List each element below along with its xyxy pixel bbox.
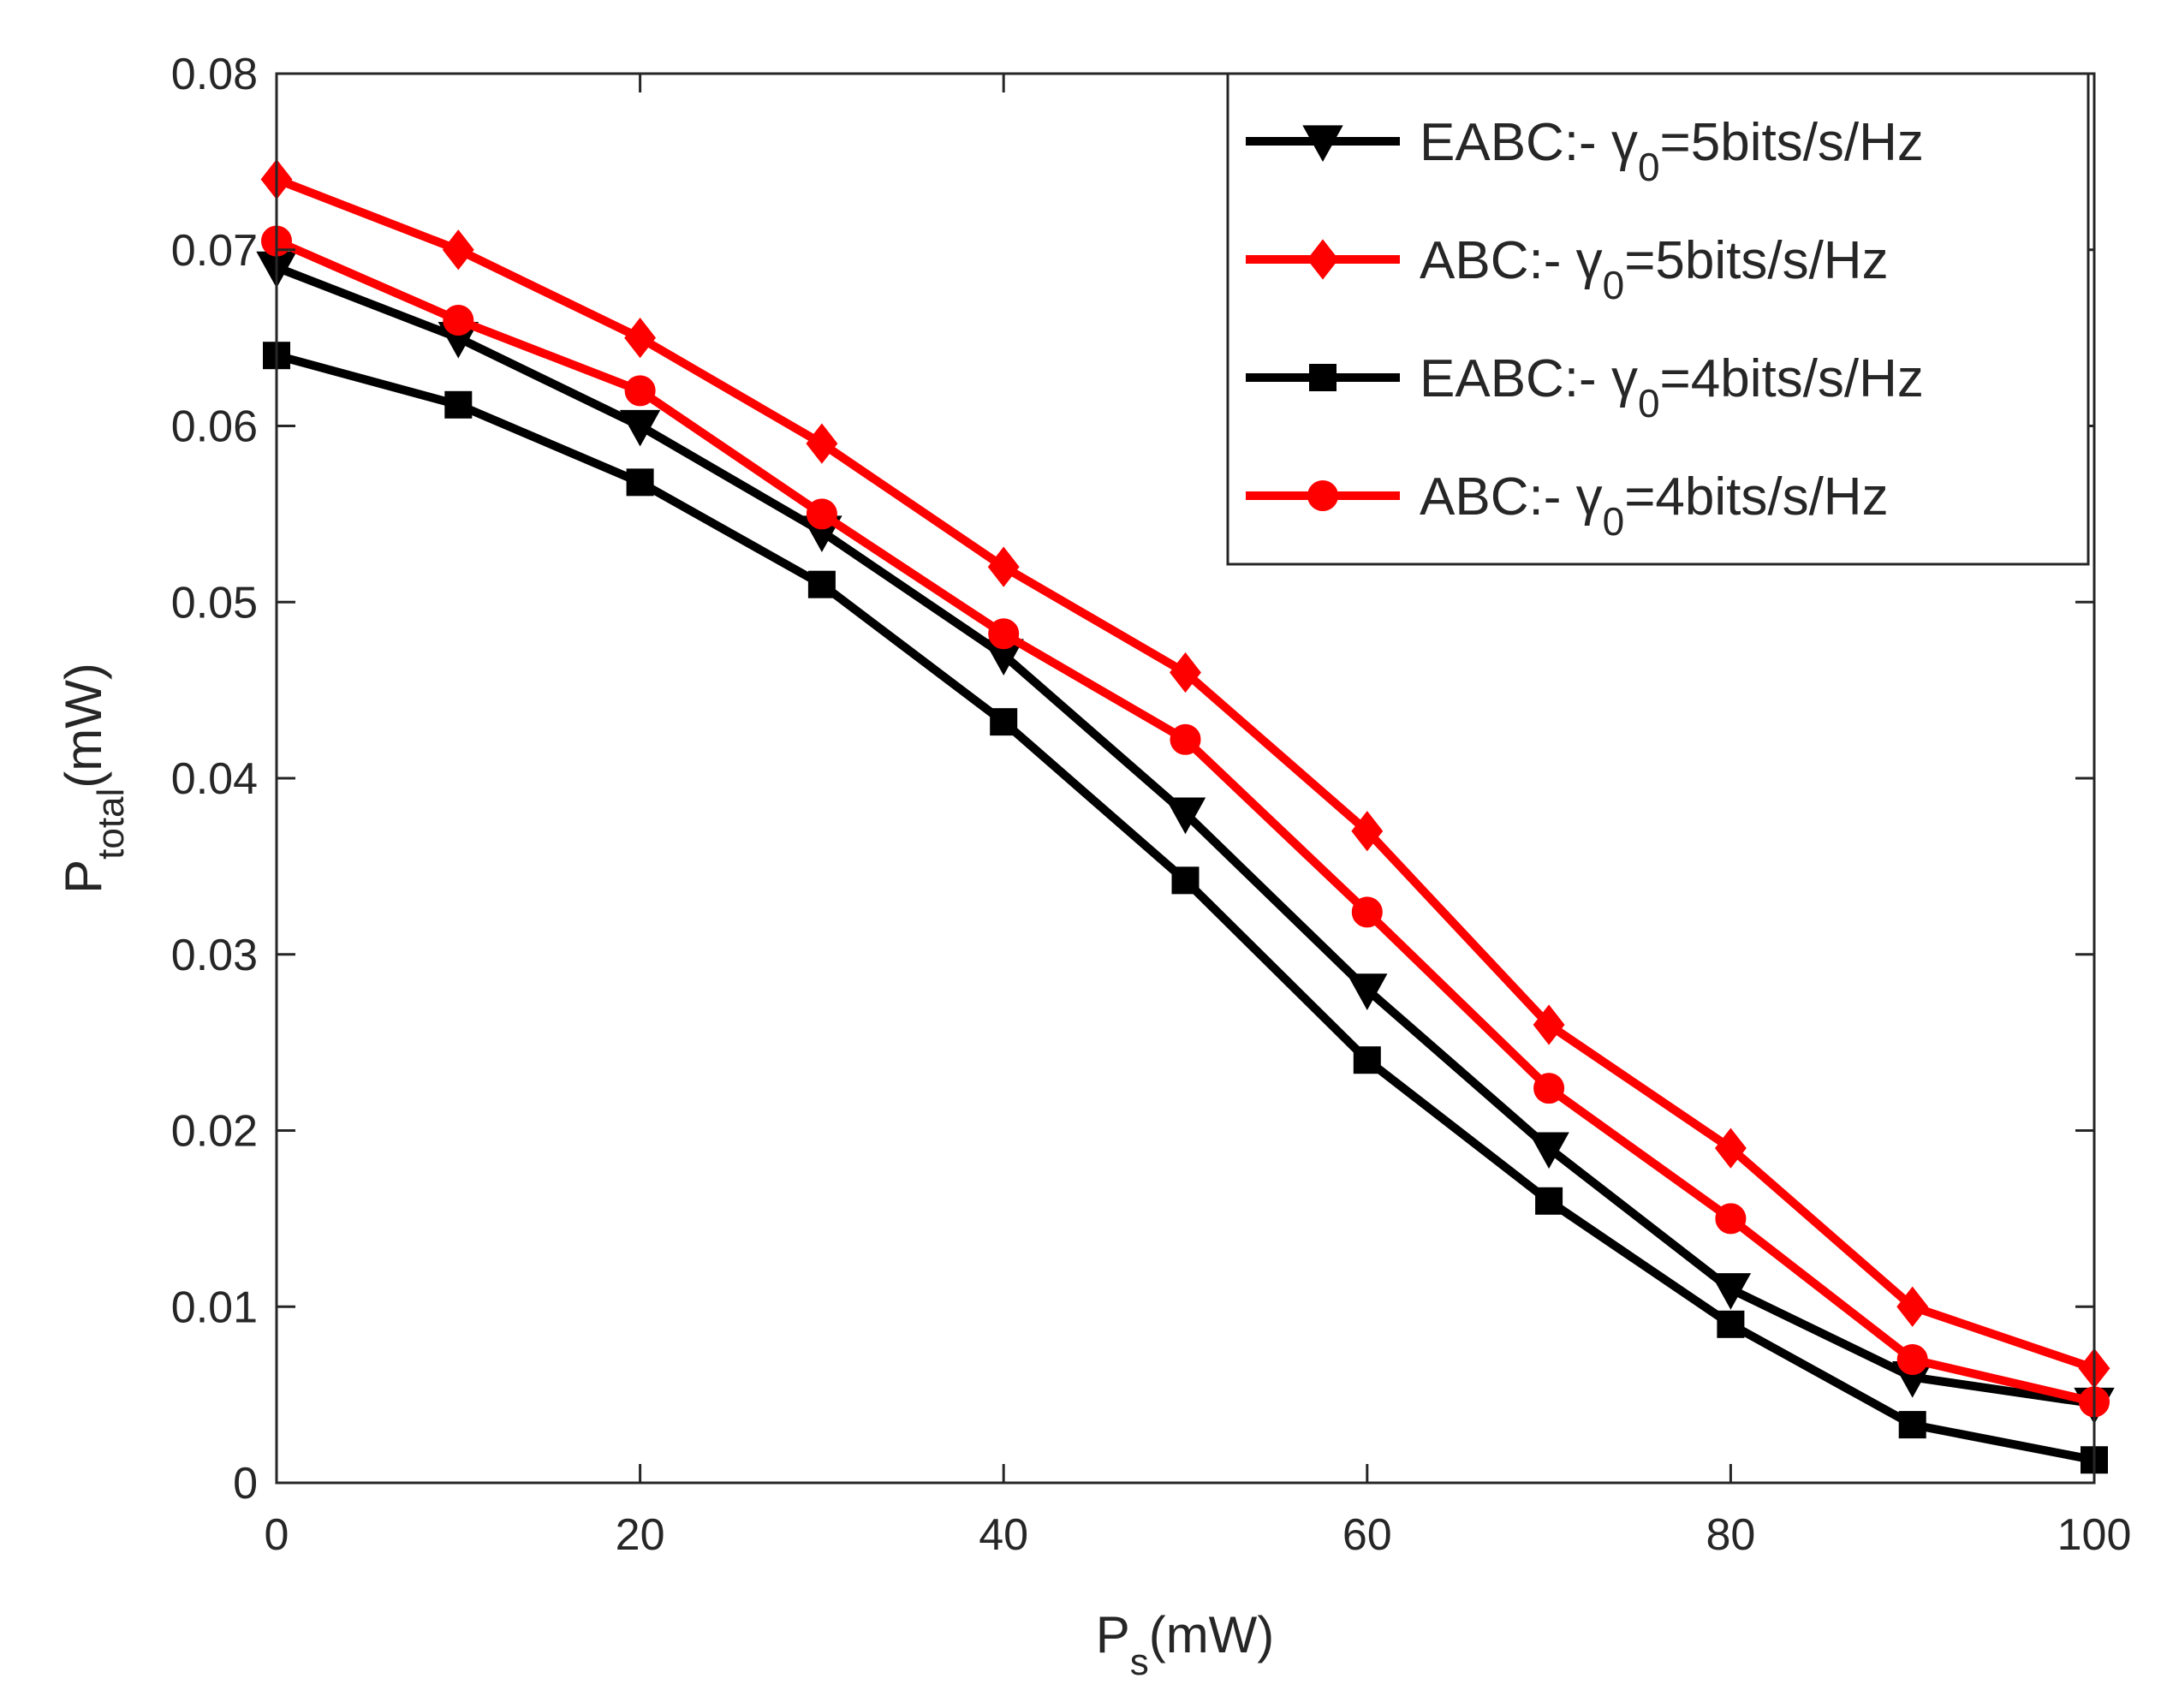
legend-label: ABC:- γ0=4bits/s/Hz: [1420, 467, 1889, 544]
data-point: [806, 498, 837, 530]
data-point: [1164, 797, 1206, 835]
data-point: [1535, 1187, 1563, 1215]
x-axis-title-unit: (mW): [1149, 1606, 1275, 1663]
legend-label-prefix: EABC:-: [1420, 113, 1611, 172]
data-point: [1347, 973, 1388, 1010]
x-tick-label: 20: [616, 1510, 665, 1560]
legend-entry-2: ABC:- γ0=5bits/s/Hz: [1246, 231, 1889, 307]
data-point: [1714, 1128, 1747, 1169]
legend-label-subscript: 0: [1603, 263, 1625, 307]
legend-label-symbol: γ: [1576, 231, 1603, 290]
data-point: [1715, 1203, 1747, 1235]
data-point: [1710, 1273, 1752, 1310]
data-point: [443, 305, 474, 336]
data-point: [1170, 723, 1201, 755]
y-tick-label: 0.04: [171, 754, 258, 804]
y-axis-title: Ptotal(mW): [55, 663, 132, 894]
legend-marker: [1307, 239, 1339, 280]
data-point: [1170, 652, 1201, 693]
legend-marker: [1307, 480, 1338, 511]
data-point: [444, 390, 473, 419]
x-tick-label: 80: [1706, 1510, 1755, 1560]
y-tick-label: 0.03: [171, 931, 258, 980]
data-point: [807, 570, 836, 598]
data-point: [624, 317, 657, 359]
x-tick-label: 60: [1342, 1510, 1392, 1560]
data-point: [626, 468, 654, 497]
legend-label-prefix: ABC:-: [1420, 467, 1576, 527]
legend-label-suffix: =4bits/s/Hz: [1660, 349, 1924, 408]
legend-label: EABC:- γ0=5bits/s/Hz: [1420, 113, 1924, 189]
legend-label-prefix: ABC:-: [1420, 231, 1576, 290]
legend-label-symbol: γ: [1611, 349, 1638, 408]
legend-marker: [1309, 364, 1337, 391]
x-axis-title-main: P: [1096, 1606, 1130, 1663]
legend-marker: [1302, 125, 1343, 163]
data-point: [987, 546, 1020, 587]
legend-label-suffix: =5bits/s/Hz: [1624, 231, 1888, 290]
legend-label-suffix: =4bits/s/Hz: [1624, 467, 1888, 527]
data-point: [1896, 1343, 1928, 1375]
x-tick-label: 100: [2057, 1510, 2132, 1560]
series-layer: [256, 158, 2115, 1474]
data-point: [1528, 1132, 1569, 1169]
y-axis-title-sub: total: [90, 789, 132, 860]
legend-entry-1: EABC:- γ0=5bits/s/Hz: [1246, 113, 1924, 189]
data-point: [1171, 866, 1200, 895]
legend-label-prefix: EABC:-: [1420, 349, 1611, 408]
y-tick-label: 0: [233, 1459, 258, 1509]
data-point: [806, 423, 838, 464]
data-point: [1533, 1073, 1565, 1104]
legend-entry-4: ABC:- γ0=4bits/s/Hz: [1246, 467, 1889, 544]
legend-label-symbol: γ: [1576, 467, 1603, 527]
series-3: [263, 342, 2108, 1474]
data-point: [1351, 811, 1384, 852]
legend-label-subscript: 0: [1638, 381, 1660, 426]
data-point: [1351, 896, 1383, 928]
x-tick-label: 40: [979, 1510, 1028, 1560]
data-point: [1533, 1004, 1565, 1045]
data-point: [1898, 1411, 1926, 1439]
y-axis-title-main: P: [55, 860, 112, 894]
data-point: [442, 229, 474, 271]
data-point: [1717, 1310, 1745, 1338]
legend-label-subscript: 0: [1603, 499, 1625, 544]
y-tick-label: 0.08: [171, 50, 258, 99]
x-axis-title-sub: s: [1130, 1641, 1149, 1683]
data-point: [619, 409, 661, 447]
y-tick-label: 0.07: [171, 226, 258, 276]
data-point: [988, 618, 1020, 650]
series-2: [260, 158, 2110, 1389]
y-axis-title-unit: (mW): [55, 663, 112, 789]
data-point: [990, 708, 1018, 736]
legend-label: ABC:- γ0=5bits/s/Hz: [1420, 231, 1889, 307]
legend-label-symbol: γ: [1611, 113, 1638, 172]
y-tick-label: 0.01: [171, 1282, 258, 1332]
legend-entry-3: EABC:- γ0=4bits/s/Hz: [1246, 349, 1924, 426]
data-point: [1896, 1286, 1929, 1327]
x-tick-label: 0: [265, 1510, 289, 1560]
data-point: [1353, 1046, 1381, 1074]
legend-box: [1226, 72, 2090, 566]
y-tick-label: 0.06: [171, 402, 258, 452]
data-point: [624, 375, 656, 407]
x-axis-title: Ps(mW): [1096, 1606, 1275, 1683]
y-tick-label: 0.02: [171, 1107, 258, 1157]
y-tick-label: 0.05: [171, 578, 258, 628]
legend-label-suffix: =5bits/s/Hz: [1660, 113, 1924, 172]
legend-label-subscript: 0: [1638, 145, 1660, 189]
legend-label: EABC:- γ0=4bits/s/Hz: [1420, 349, 1924, 426]
ticks-layer: 0 20 40 60 80 100 0 0.01 0.02 0.03 0.04 0.05 0.06 0.0…: [171, 50, 2132, 1560]
